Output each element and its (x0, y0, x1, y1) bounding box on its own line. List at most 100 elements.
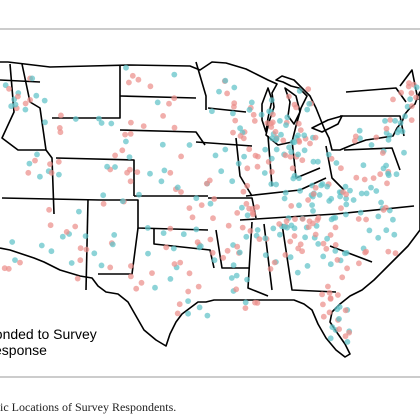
border-md (343, 147, 401, 171)
figure-caption: phic Locations of Survey Respondents. (0, 400, 420, 420)
respondent-dot (333, 160, 340, 166)
respondent-dot (247, 228, 254, 234)
respondent-dot (343, 250, 350, 256)
respondent-dot (309, 202, 315, 209)
respondent-dot (195, 283, 202, 290)
respondent-dot (342, 183, 349, 190)
respondent-dot (304, 106, 311, 113)
respondent-dot (283, 122, 289, 128)
respondent-dot (58, 112, 64, 119)
respondent-dot (127, 119, 134, 126)
respondent-dot (177, 259, 184, 266)
lake-huron (284, 87, 301, 125)
respondent-dot (325, 283, 331, 290)
respondent-dot (178, 189, 184, 195)
respondent-dot (327, 296, 334, 302)
respondent-dot (299, 157, 306, 164)
respondent-dot (235, 160, 242, 167)
respondent-dot (6, 85, 12, 92)
respondent-dot (319, 291, 325, 298)
border-sd-ne (119, 129, 206, 146)
respondent-dot (160, 113, 167, 119)
respondent-dot (198, 202, 205, 209)
border-mn-ia (207, 107, 247, 113)
respondent-dot (357, 209, 364, 216)
respondent-dot (282, 252, 289, 258)
respondent-dot (167, 276, 174, 282)
respondent-dot (147, 170, 153, 177)
respondent-dot (332, 242, 339, 248)
respondent-dot (239, 204, 245, 211)
respondent-dot (316, 192, 323, 198)
respondent-dot (229, 178, 236, 185)
respondent-dot (98, 120, 105, 126)
respondent-dot (328, 216, 335, 223)
respondent-dot (48, 169, 55, 176)
respondent-dot (125, 79, 132, 86)
respondent-dot (287, 153, 294, 160)
respondent-dot (338, 165, 344, 172)
respondent-dot (38, 242, 45, 249)
respondent-dot (171, 261, 178, 267)
respondent-dot (242, 305, 249, 311)
respondent-dot (342, 307, 349, 314)
respondent-dot (26, 160, 33, 167)
respondent-dot (193, 195, 200, 202)
respondent-dot (288, 222, 295, 229)
respondent-dot (186, 270, 193, 277)
border-id-mt (21, 63, 47, 151)
respondent-dot (324, 183, 331, 190)
border-va-nc (335, 205, 415, 215)
respondent-dot (230, 110, 236, 117)
respondent-dot (382, 204, 389, 211)
respondent-dot (346, 329, 352, 336)
respondent-dot (32, 157, 38, 164)
respondent-dot (138, 279, 145, 286)
respondent-dot (254, 204, 260, 210)
respondent-dot (55, 158, 62, 165)
respondent-dot (210, 215, 216, 222)
respondent-dot (356, 260, 362, 267)
respondent-dots (1, 64, 420, 345)
respondent-dot (231, 84, 238, 91)
respondent-dot (375, 213, 382, 220)
respondent-dot (353, 174, 360, 181)
respondent-dot (154, 99, 161, 106)
respondent-dot (320, 240, 327, 247)
respondent-dot (258, 111, 265, 118)
respondent-dot (249, 205, 256, 212)
us-outline (0, 61, 420, 358)
respondent-dot (286, 144, 292, 151)
respondent-dot (413, 84, 420, 91)
border-ny (345, 87, 407, 103)
respondent-dot (246, 146, 253, 153)
respondent-dot (189, 214, 196, 221)
respondent-dot (350, 197, 357, 203)
respondent-dot (301, 132, 308, 139)
respondent-dot (12, 257, 18, 263)
respondent-dot (34, 151, 40, 158)
respondent-dot (305, 197, 311, 203)
respondent-dot (134, 169, 141, 176)
respondent-dot (196, 304, 203, 311)
respondent-dot (312, 134, 319, 141)
respondent-dot (390, 96, 396, 103)
respondent-dot (158, 178, 165, 185)
respondent-dot (277, 118, 283, 124)
state-borders (0, 61, 420, 358)
respondent-dot (233, 272, 240, 279)
respondent-dot (332, 248, 339, 254)
respondent-dot (47, 222, 54, 229)
respondent-dot (22, 100, 29, 107)
respondent-dot (206, 177, 213, 184)
respondent-dot (268, 97, 275, 103)
respondent-dot (178, 153, 185, 160)
respondent-dot (29, 75, 36, 82)
respondent-dot (334, 257, 341, 263)
respondent-dot (324, 235, 330, 242)
respondent-dot (281, 195, 288, 202)
respondent-dot (401, 149, 407, 156)
respondent-dot (109, 241, 116, 248)
respondent-dot (307, 140, 313, 147)
